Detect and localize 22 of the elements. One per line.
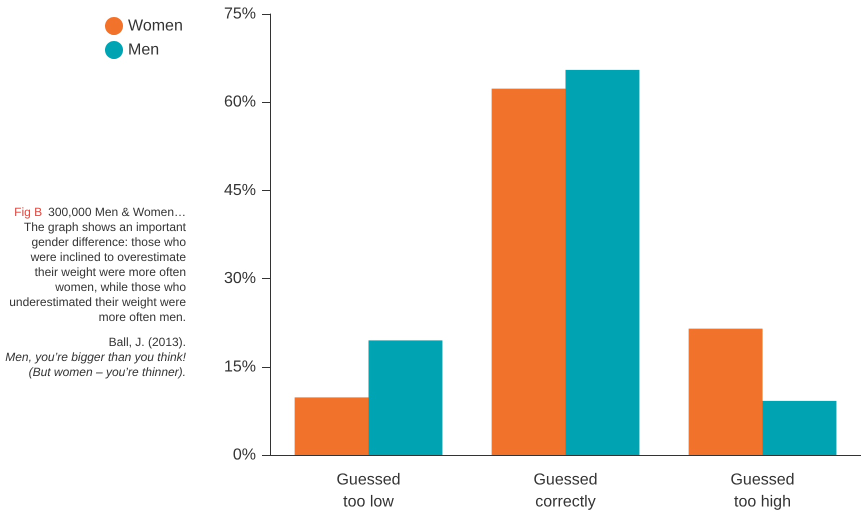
legend-label: Men — [128, 42, 160, 58]
bar — [762, 400, 836, 455]
bar — [566, 70, 640, 455]
x-tick-label: Guessed too high — [730, 472, 795, 510]
text: 300,000 Men & Women… — [48, 205, 186, 219]
bar — [688, 328, 762, 455]
bar — [368, 340, 442, 455]
text: Ball, J. (2013). — [108, 335, 186, 349]
text: Fig B — [14, 205, 44, 219]
x-tick-label: Guessed correctly — [533, 472, 598, 510]
y-tick-label: 0% — [232, 446, 256, 464]
y-tick-label: 45% — [224, 182, 256, 199]
bar — [492, 88, 566, 455]
y-tick-label: 75% — [224, 6, 256, 22]
text: The graph shows an important gender difference: those who were inclined to overestimate their weight were more often women, while those who underestimated their weight were more often men. — [9, 220, 186, 324]
legend-label: Women — [128, 18, 183, 34]
y-tick-label: 60% — [224, 94, 256, 111]
text: Men, you’re bigger than you think! (But women – you’re thinner). — [5, 350, 186, 379]
x-tick-label: Guessed too low — [336, 472, 401, 510]
bar — [294, 397, 368, 455]
y-tick-label: 15% — [224, 358, 256, 376]
y-tick-label: 30% — [224, 270, 256, 288]
